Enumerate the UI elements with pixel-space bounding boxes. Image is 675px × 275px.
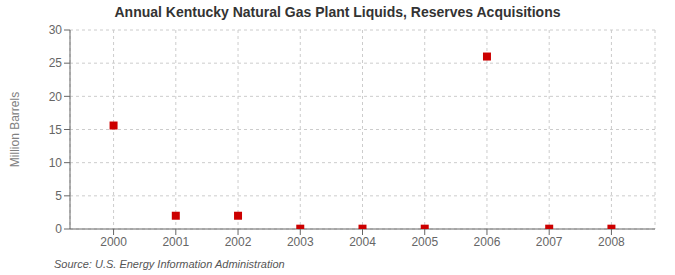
svg-text:2004: 2004: [349, 235, 376, 249]
svg-text:2005: 2005: [411, 235, 438, 249]
svg-text:10: 10: [49, 156, 63, 170]
svg-text:20: 20: [49, 90, 63, 104]
svg-text:2003: 2003: [287, 235, 314, 249]
svg-text:15: 15: [49, 123, 63, 137]
svg-text:2007: 2007: [536, 235, 563, 249]
svg-text:Million Barrels: Million Barrels: [8, 92, 22, 167]
svg-text:2006: 2006: [474, 235, 501, 249]
svg-text:2008: 2008: [598, 235, 625, 249]
svg-text:25: 25: [49, 56, 63, 70]
html-text:Annual Kentucky Natural Gas Pl: Annual Kentucky Natural Gas Plant Liquid…: [114, 4, 561, 20]
html-text:Source: U.S. Energy Informatio: Source: U.S. Energy Information Administ…: [54, 258, 285, 270]
svg-text:2001: 2001: [162, 235, 189, 249]
svg-text:5: 5: [55, 189, 62, 203]
svg-text:2002: 2002: [225, 235, 252, 249]
svg-text:30: 30: [49, 24, 63, 37]
svg-text:0: 0: [55, 222, 62, 236]
svg-text:2000: 2000: [100, 235, 127, 249]
